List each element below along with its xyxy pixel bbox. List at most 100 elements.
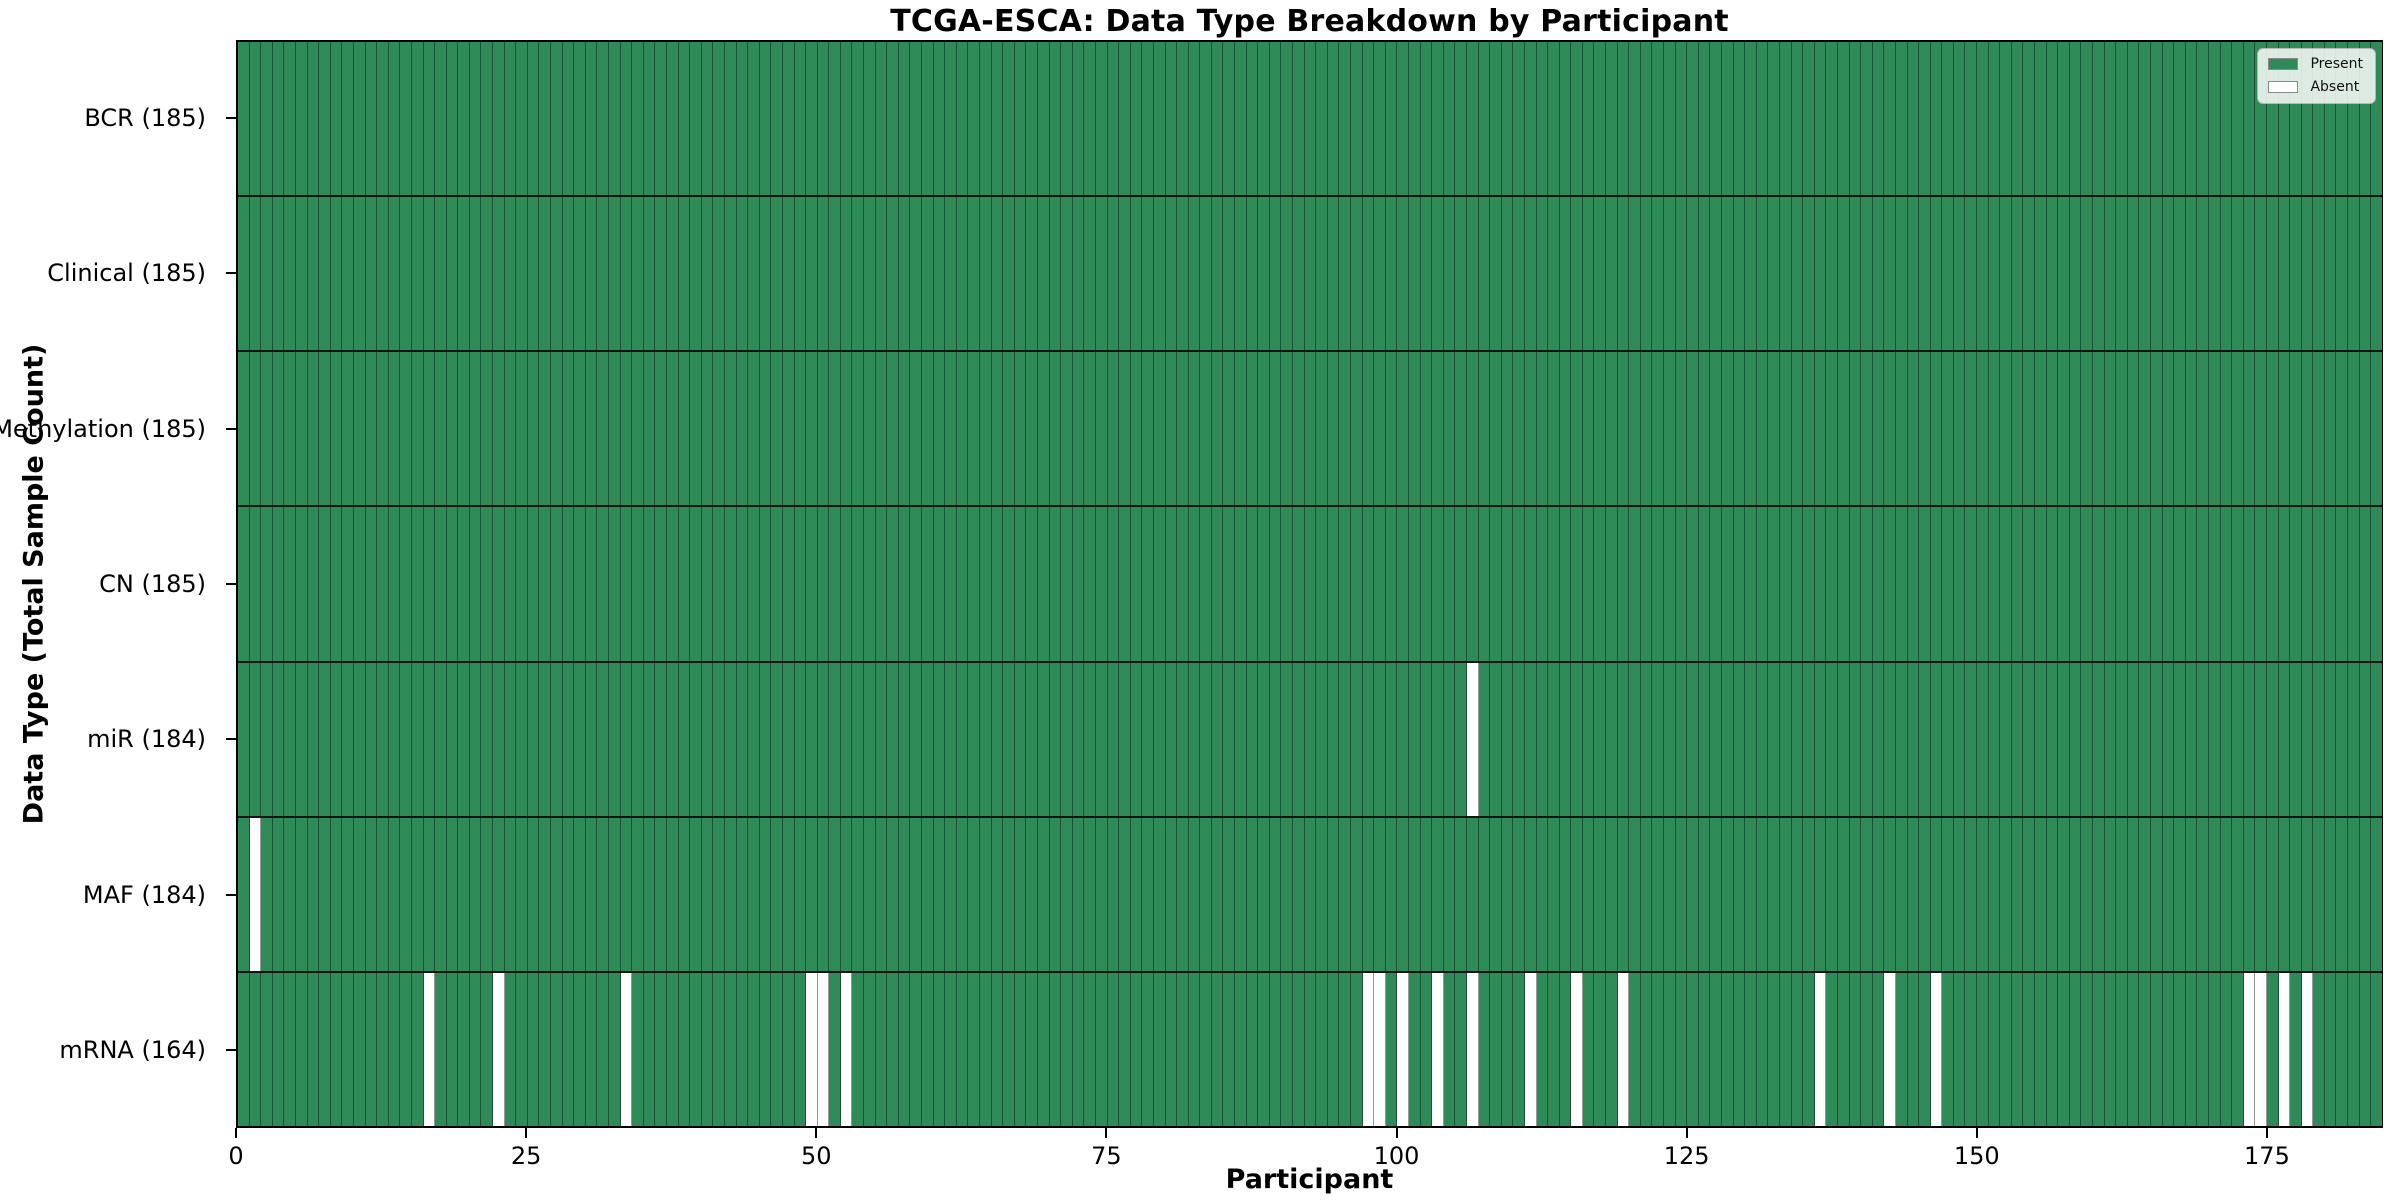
heatmap-cell [249,662,262,816]
heatmap-cell [2035,662,2047,816]
heatmap-cell [1745,352,1757,506]
heatmap-cell [1640,972,1653,1126]
heatmap-cell [2290,197,2302,351]
heatmap-cell [991,507,1004,661]
heatmap-cell [458,197,470,351]
heatmap-cell [1397,42,1409,196]
heatmap-cell [1293,507,1305,661]
heatmap-cell [1826,972,1838,1126]
heatmap-cell [1408,972,1421,1126]
heatmap-cell [1548,972,1560,1126]
heatmap-cell [1014,197,1027,351]
heatmap-cell [342,352,354,506]
heatmap-cell [2035,42,2047,196]
heatmap-cell [632,352,644,506]
heatmap-cell [469,352,482,506]
heatmap-cell [1745,972,1757,1126]
x-tick-mark [1105,1128,1108,1138]
heatmap-cell [400,972,412,1126]
heatmap-cell [2127,352,2140,506]
heatmap-cell [319,507,331,661]
heatmap-cell [713,662,725,816]
heatmap-cell [2232,972,2244,1126]
heatmap-cell [1293,42,1305,196]
heatmap-cell [910,507,923,661]
heatmap-cell [2035,197,2047,351]
heatmap-cell [1733,352,1746,506]
heatmap-cell [1722,972,1734,1126]
heatmap-cell [1814,507,1827,661]
heatmap-cell [1745,817,1757,971]
heatmap-cell [1339,42,1351,196]
heatmap-cell [1594,42,1607,196]
heatmap-cell [1107,42,1120,196]
heatmap-cell [1142,197,1154,351]
heatmap-cell [1524,972,1537,1126]
heatmap-cell [2336,507,2349,661]
heatmap-cell [632,972,644,1126]
heatmap-cell [295,972,308,1126]
heatmap-cell [2220,352,2233,506]
heatmap-cell [736,972,749,1126]
heatmap-cell [2348,197,2360,351]
heatmap-cell [1629,817,1641,971]
heatmap-cell [945,817,957,971]
heatmap-cell [574,352,586,506]
heatmap-cell [1327,817,1340,971]
heatmap-cell [1513,662,1525,816]
heatmap-cell [713,197,725,351]
heatmap-cell [1084,197,1096,351]
heatmap-cell [759,817,772,971]
heatmap-cell [840,662,853,816]
heatmap-cell [330,972,343,1126]
heatmap-cell [1907,972,1920,1126]
heatmap-cell [1861,352,1873,506]
heatmap-cell [840,352,853,506]
heatmap-cell [1884,507,1896,661]
heatmap-cell [806,197,818,351]
heatmap-cell [1907,42,1920,196]
heatmap-cell [2278,352,2291,506]
heatmap-cell [875,662,888,816]
heatmap-cell [1211,352,1224,506]
heatmap-cell [1049,42,1062,196]
heatmap-cell [724,817,737,971]
heatmap-cell [1258,817,1270,971]
heatmap-cell [272,507,285,661]
heatmap-cell [1269,662,1282,816]
heatmap-cell [1942,662,1954,816]
heatmap-cell [1779,817,1792,971]
heatmap-cell [1385,352,1398,506]
heatmap-cell [1791,352,1804,506]
heatmap-cell [1756,352,1769,506]
heatmap-cell [1339,972,1351,1126]
heatmap-cell [933,197,946,351]
heatmap-cell [330,662,343,816]
heatmap-cell [2046,42,2059,196]
heatmap-cell [2359,42,2372,196]
heatmap-cell [1455,507,1467,661]
heatmap-cell [1698,817,1711,971]
heatmap-cell [1362,42,1375,196]
heatmap-cell [1617,817,1630,971]
heatmap-cell [1455,352,1467,506]
heatmap-cell [1501,507,1514,661]
heatmap-cell [1953,197,1966,351]
heatmap-cell [1223,42,1236,196]
heatmap-cell [632,197,644,351]
x-axis-tick-labels: 0 25 50 75 100 125 150 175 [228,1128,2383,1188]
heatmap-cell [1061,197,1073,351]
heatmap-cell [377,42,389,196]
heatmap-cell [2243,662,2256,816]
heatmap-cell [1722,817,1734,971]
heatmap-cell [1582,972,1595,1126]
heatmap-cell [411,662,424,816]
heatmap-cell [1559,817,1572,971]
heatmap-cell [307,197,320,351]
heatmap-cell [1988,507,2001,661]
heatmap-cell [400,197,412,351]
heatmap-cell [1942,817,1954,971]
heatmap-cell [585,42,598,196]
heatmap-cell [1061,662,1073,816]
heatmap-cell [1397,972,1409,1126]
